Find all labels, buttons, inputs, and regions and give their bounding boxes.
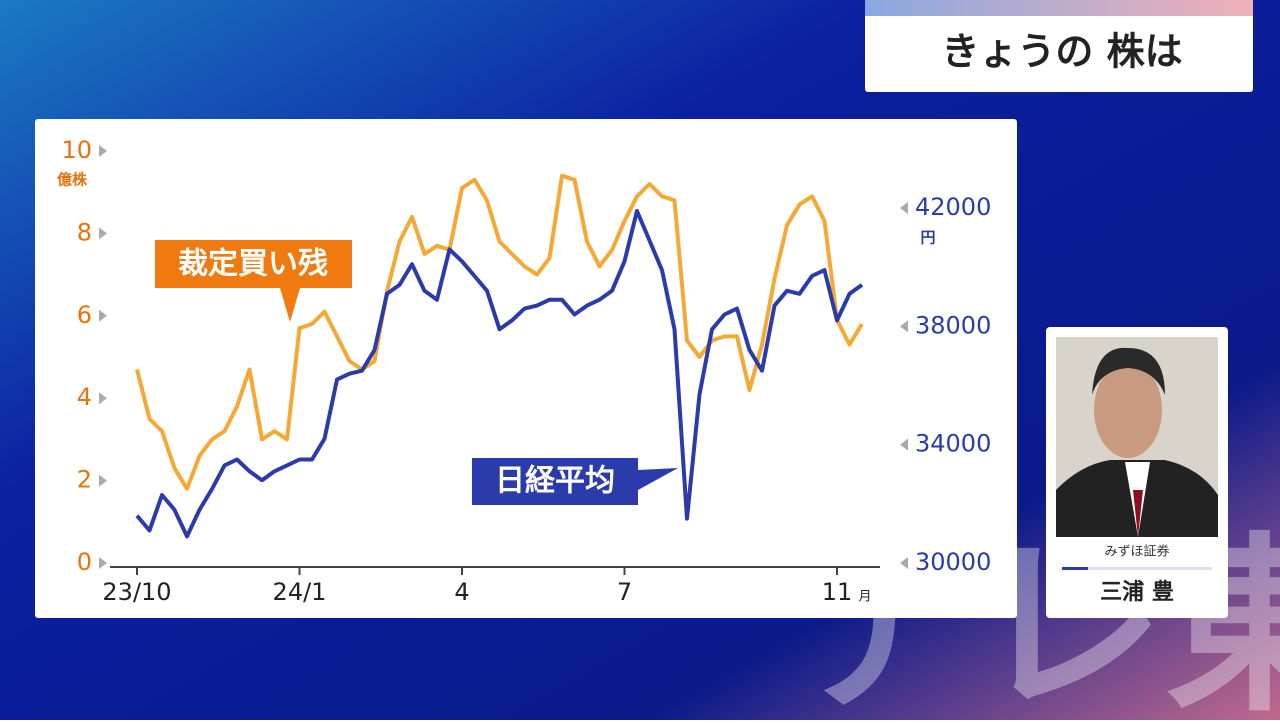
y2-tick-label: 34000 [915,430,991,458]
y2-tick [900,557,908,569]
x-tick-label: 23/10 [102,578,171,606]
photo-tie [1133,490,1143,537]
x-tick-label: 11 [822,578,853,606]
y-tick-label: 4 [77,383,92,411]
y2-tick-label: 42000 [915,193,991,221]
photo-hair [1092,347,1165,395]
y-unit: 億株 [57,171,88,189]
y-tick [99,474,107,487]
x-tick-label: 4 [454,578,469,606]
y-tick [99,392,107,405]
y-tick-label: 2 [77,466,92,494]
speaker-rule [1062,567,1212,570]
annotation: 日経平均 [495,464,615,499]
annotation: 裁定買い残 [178,247,328,282]
y2-unit: 円 [920,229,935,247]
photo-face [1094,362,1162,458]
y-tick [99,227,107,240]
y2-tick-label: 30000 [915,548,991,576]
y-tick [99,557,107,569]
y2-tick [900,438,908,451]
y-tick-label: 0 [77,548,92,576]
y-tick-label: 8 [77,218,92,246]
series-line [135,209,864,539]
y-tick-label: 6 [77,301,92,329]
x-unit: 月 [858,590,871,605]
y2-tick [900,320,908,333]
y-tick-label: 10 [61,136,92,164]
y-tick [99,145,107,157]
y2-tick-label: 38000 [915,311,991,339]
header-box [865,0,1253,92]
x-tick-label: 24/1 [273,578,327,606]
y-tick [99,309,107,322]
speaker-name: 三浦 豊 [1100,579,1174,605]
x-tick-label: 7 [617,578,632,606]
header-title: きょうの 株は [941,30,1182,74]
chart-panel [35,119,1017,618]
header-bar [865,0,1253,16]
y2-tick [900,202,908,214]
annotation-box [155,240,352,322]
annotation-box [472,458,678,505]
speaker-company: みずほ証券 [1104,544,1169,560]
series-line [135,173,864,491]
speaker-rule-accent [1062,567,1088,570]
